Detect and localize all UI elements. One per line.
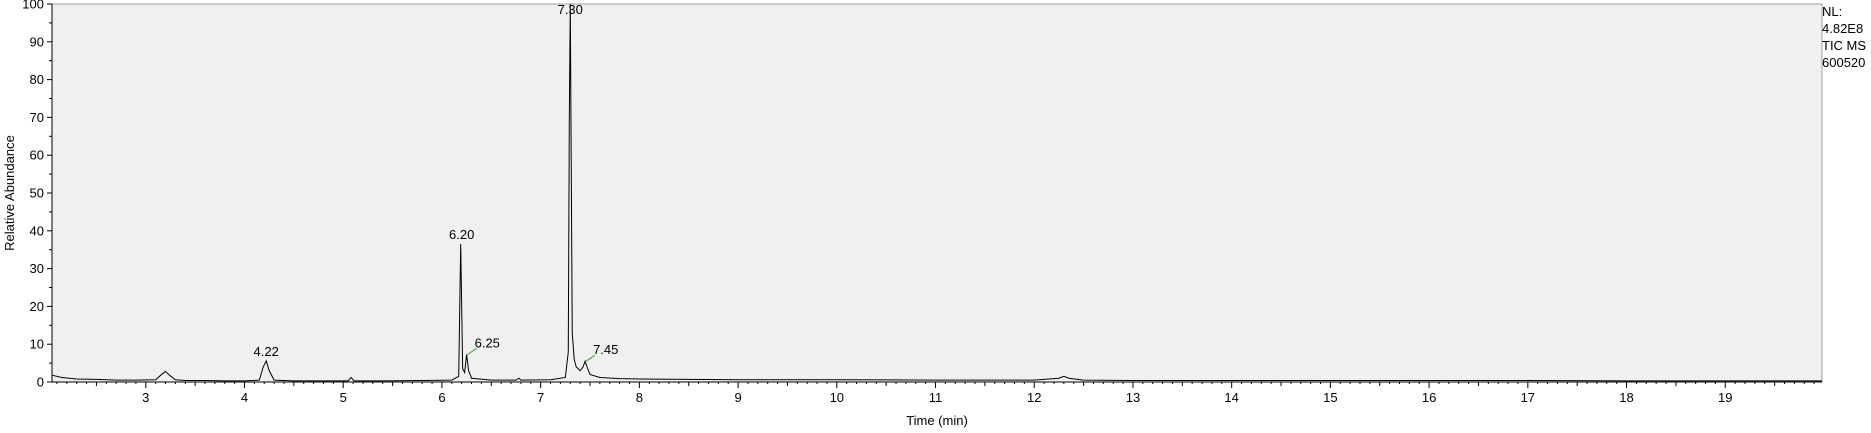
y-tick-label: 70 bbox=[30, 110, 44, 125]
y-axis-title: Relative Abundance bbox=[2, 135, 17, 251]
y-tick-label: 100 bbox=[22, 0, 44, 12]
x-tick-label: 12 bbox=[1027, 390, 1041, 405]
y-tick-label: 20 bbox=[30, 299, 44, 314]
x-tick-label: 17 bbox=[1521, 390, 1535, 405]
y-tick-label: 80 bbox=[30, 72, 44, 87]
info-line-normalization: 4.82E8 bbox=[1822, 21, 1864, 36]
peak-label: 6.20 bbox=[449, 227, 474, 242]
info-line-nl: NL: bbox=[1822, 4, 1843, 19]
x-tick-label: 18 bbox=[1619, 390, 1633, 405]
tic-trace bbox=[51, 3, 1822, 382]
x-tick-label: 8 bbox=[636, 390, 643, 405]
info-line-scan-filter: TIC MS bbox=[1822, 38, 1867, 53]
peak-label: 7.30 bbox=[558, 2, 583, 17]
y-tick-label: 10 bbox=[30, 337, 44, 352]
x-tick-label: 4 bbox=[241, 390, 248, 405]
peak-label: 7.45 bbox=[593, 342, 618, 357]
y-tick-label: 60 bbox=[30, 148, 44, 163]
y-tick-label: 90 bbox=[30, 34, 44, 49]
y-tick-label: 0 bbox=[37, 375, 44, 390]
y-axis: 0 10 20 30 40 50 60 70 80 90 100 bbox=[22, 0, 53, 390]
info-box: NL: 4.82E8 TIC MS 600520 bbox=[1822, 3, 1866, 71]
peak-label: 6.25 bbox=[475, 335, 500, 350]
y-tick-label: 30 bbox=[30, 261, 44, 276]
x-tick-label: 11 bbox=[929, 390, 943, 405]
x-tick-label: 19 bbox=[1718, 390, 1732, 405]
x-tick-label: 16 bbox=[1422, 390, 1436, 405]
label-connector bbox=[467, 347, 477, 355]
peak-annotations: 4.22 6.20 6.25 7.30 7.45 bbox=[254, 2, 618, 362]
label-connector bbox=[585, 354, 596, 362]
x-tick-label: 5 bbox=[340, 390, 347, 405]
x-tick-label: 6 bbox=[438, 390, 445, 405]
x-tick-label: 14 bbox=[1224, 390, 1238, 405]
x-tick-label: 15 bbox=[1323, 390, 1337, 405]
x-tick-label: 10 bbox=[830, 390, 844, 405]
plot-area bbox=[51, 3, 1823, 383]
x-tick-label: 3 bbox=[142, 390, 149, 405]
info-line-file: 600520 bbox=[1822, 55, 1866, 70]
y-tick-label: 40 bbox=[30, 223, 44, 238]
x-axis: 3 4 5 6 7 8 9 10 11 12 13 14 15 16 17 18 19 bbox=[52, 381, 1822, 405]
x-tick-label: 13 bbox=[1126, 390, 1140, 405]
x-tick-label: 9 bbox=[734, 390, 741, 405]
peak-label: 4.22 bbox=[254, 344, 279, 359]
x-axis-title: Time (min) bbox=[906, 413, 968, 428]
y-tick-label: 50 bbox=[30, 186, 44, 201]
x-tick-label: 7 bbox=[537, 390, 544, 405]
